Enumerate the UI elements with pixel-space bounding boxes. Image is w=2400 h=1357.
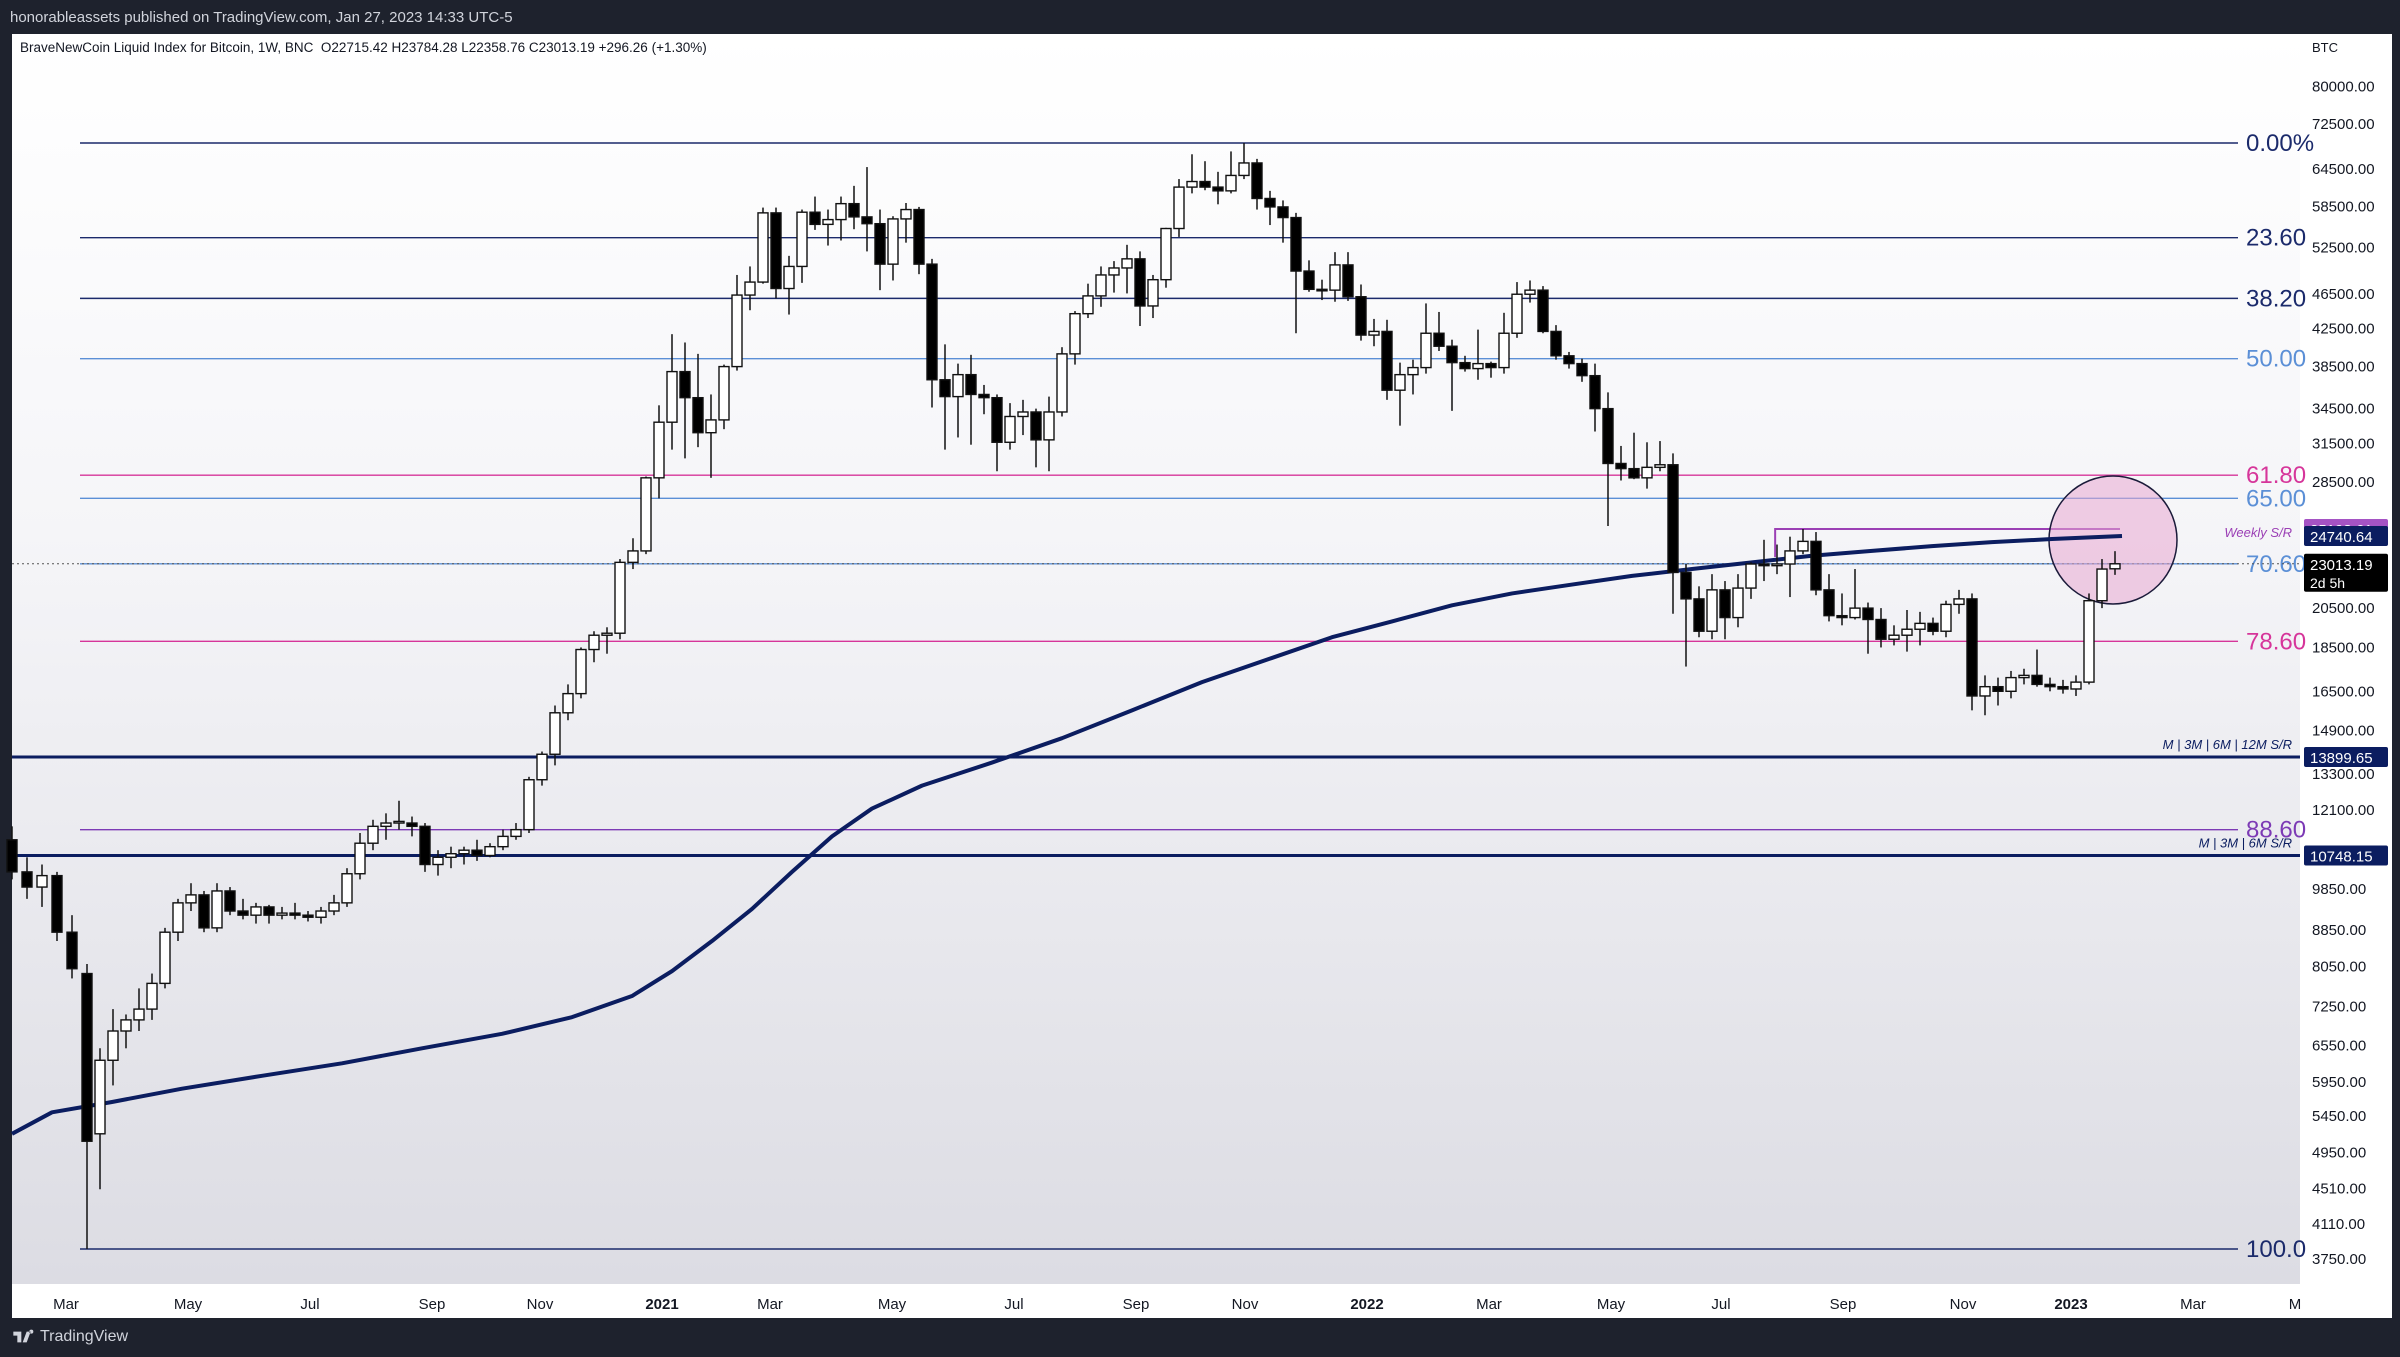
publish-bar: honorableassets published on TradingView…: [0, 0, 2400, 34]
chart-pane[interactable]: [12, 34, 2300, 1284]
footer-bar: TradingView: [0, 1318, 2400, 1357]
time-axis[interactable]: [12, 1284, 2392, 1318]
footer-brand: TradingView: [40, 1328, 129, 1345]
tradingview-logo-icon: [13, 1329, 34, 1343]
currency-label: BTC: [2312, 40, 2338, 55]
published-info: honorableassets published on TradingView…: [10, 9, 513, 26]
symbol-title: BraveNewCoin Liquid Index for Bitcoin, 1…: [20, 40, 314, 55]
price-axis[interactable]: [2300, 34, 2392, 1284]
symbol-legend: BraveNewCoin Liquid Index for Bitcoin, 1…: [20, 40, 707, 55]
ohlc-values: O22715.42 H23784.28 L22358.76 C23013.19 …: [320, 40, 707, 55]
